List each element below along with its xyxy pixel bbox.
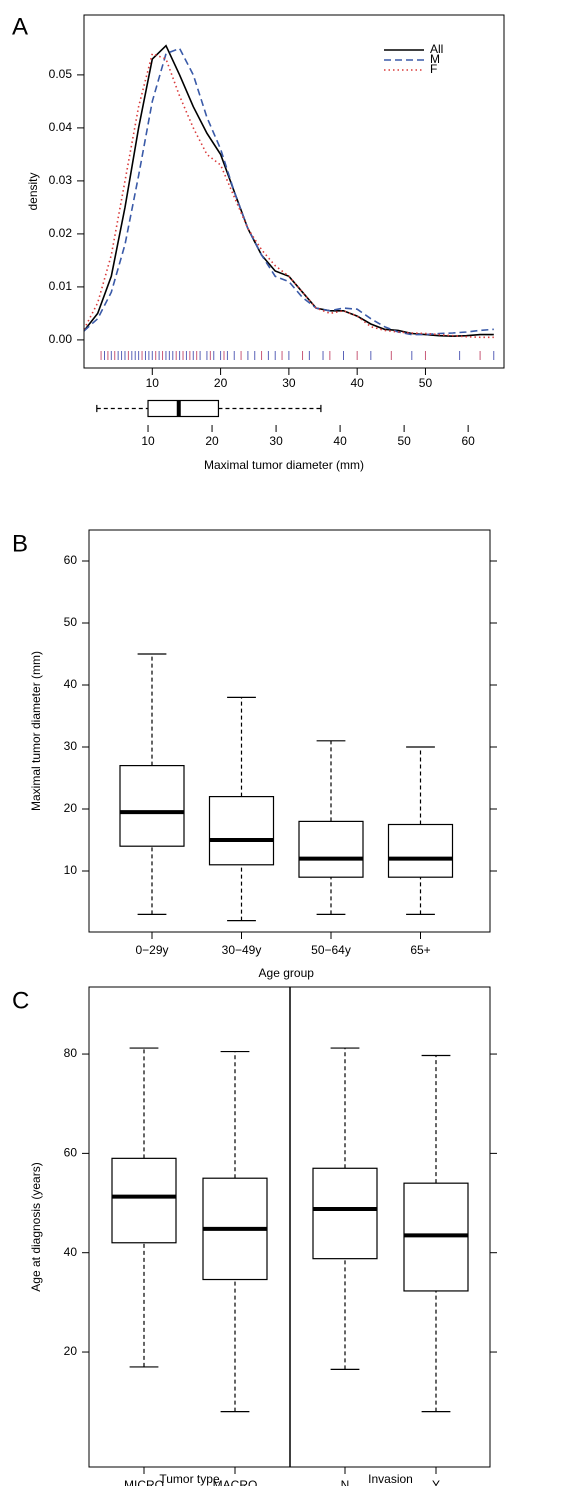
legend-label: M — [430, 52, 440, 66]
x-tick-label: 10 — [146, 376, 160, 390]
y-tick-label: 20 — [64, 801, 78, 815]
legend-label: F — [430, 62, 437, 76]
y-axis-label: density — [26, 172, 40, 210]
x-tick-label: 20 — [205, 434, 219, 448]
x-tick-label: 50 — [419, 376, 433, 390]
y-tick-label: 60 — [64, 1146, 78, 1160]
y-tick-label: 40 — [64, 677, 78, 691]
box — [119, 764, 185, 847]
x-axis-label: Maximal tumor diameter (mm) — [204, 458, 364, 472]
y-tick-label: 10 — [64, 863, 78, 877]
box — [208, 795, 275, 866]
plot-frame — [83, 14, 505, 369]
y-tick-label: 80 — [64, 1046, 78, 1060]
y-tick-label: 0.04 — [49, 120, 73, 134]
legend-label: All — [430, 42, 443, 56]
y-tick-label: 0.00 — [49, 332, 73, 346]
y-tick-label: 60 — [64, 553, 78, 567]
x-tick-label: 30−49y — [222, 943, 262, 957]
y-tick-label: 0.01 — [49, 279, 73, 293]
box — [387, 823, 454, 878]
x-tick-label: 10 — [141, 434, 155, 448]
x-tick-label: 65+ — [410, 943, 430, 957]
x-tick-label: MACRO — [213, 1478, 258, 1486]
y-tick-label: 50 — [64, 615, 78, 629]
x-tick-label: 30 — [282, 376, 296, 390]
panel-letter: B — [12, 530, 28, 557]
x-tick-label: 20 — [214, 376, 228, 390]
panel-letter: A — [12, 13, 28, 40]
x-tick-label: 50 — [397, 434, 411, 448]
x-tick-label: 40 — [333, 434, 347, 448]
x-axis-label: Age group — [259, 966, 315, 980]
y-tick-label: 0.02 — [49, 226, 73, 240]
x-tick-label: 40 — [350, 376, 364, 390]
box — [298, 820, 364, 878]
y-tick-label: 40 — [64, 1245, 78, 1259]
x-tick-label: 30 — [269, 434, 283, 448]
density-line — [83, 52, 494, 339]
group-label: Tumor type — [159, 1472, 220, 1486]
y-axis-label: Age at diagnosis (years) — [29, 1162, 43, 1291]
y-tick-label: 20 — [64, 1344, 78, 1358]
density-line — [83, 44, 494, 338]
x-tick-label: Y — [432, 1478, 440, 1486]
box — [312, 1167, 378, 1260]
x-tick-label: 50−64y — [311, 943, 351, 957]
box — [147, 399, 220, 418]
plot-frame — [88, 529, 491, 933]
x-tick-label: MICRO — [124, 1478, 164, 1486]
y-tick-label: 0.03 — [49, 173, 73, 187]
plot-frame — [88, 986, 491, 1468]
density-line — [83, 47, 494, 336]
y-tick-label: 30 — [64, 739, 78, 753]
group-label: Invasion — [368, 1472, 413, 1486]
x-tick-label: 60 — [461, 434, 475, 448]
x-tick-label: 0−29y — [135, 943, 168, 957]
box — [111, 1157, 177, 1244]
panel-letter: C — [12, 987, 29, 1014]
y-tick-label: 0.05 — [49, 67, 73, 81]
x-tick-label: N — [341, 1478, 350, 1486]
y-axis-label: Maximal tumor diameter (mm) — [29, 651, 43, 811]
